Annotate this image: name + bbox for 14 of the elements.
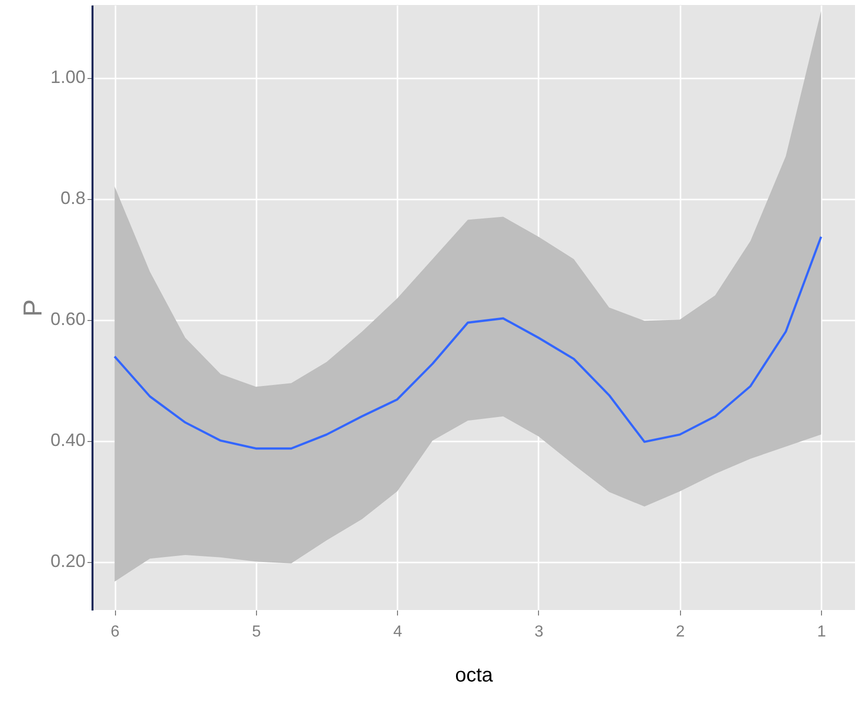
x-tick-label: 6 xyxy=(110,624,120,640)
x-tick-label: 1 xyxy=(817,624,826,640)
x-tick-label: 3 xyxy=(534,624,544,640)
y-tick-label: 1.00 xyxy=(50,67,86,88)
x-tick-label: 2 xyxy=(676,624,685,640)
y-tick-label: 0.40 xyxy=(50,430,86,450)
x-tick-label: 4 xyxy=(393,624,402,640)
y-tick-label: 0.8 xyxy=(60,188,86,208)
x-axis-title: octa xyxy=(455,664,494,686)
y-tick-label: 0.20 xyxy=(50,551,86,572)
line-series xyxy=(114,236,822,450)
y-axis-title: P xyxy=(17,299,48,317)
y-tick-label: 0.60 xyxy=(50,309,86,330)
x-tick-label: 5 xyxy=(252,624,261,640)
